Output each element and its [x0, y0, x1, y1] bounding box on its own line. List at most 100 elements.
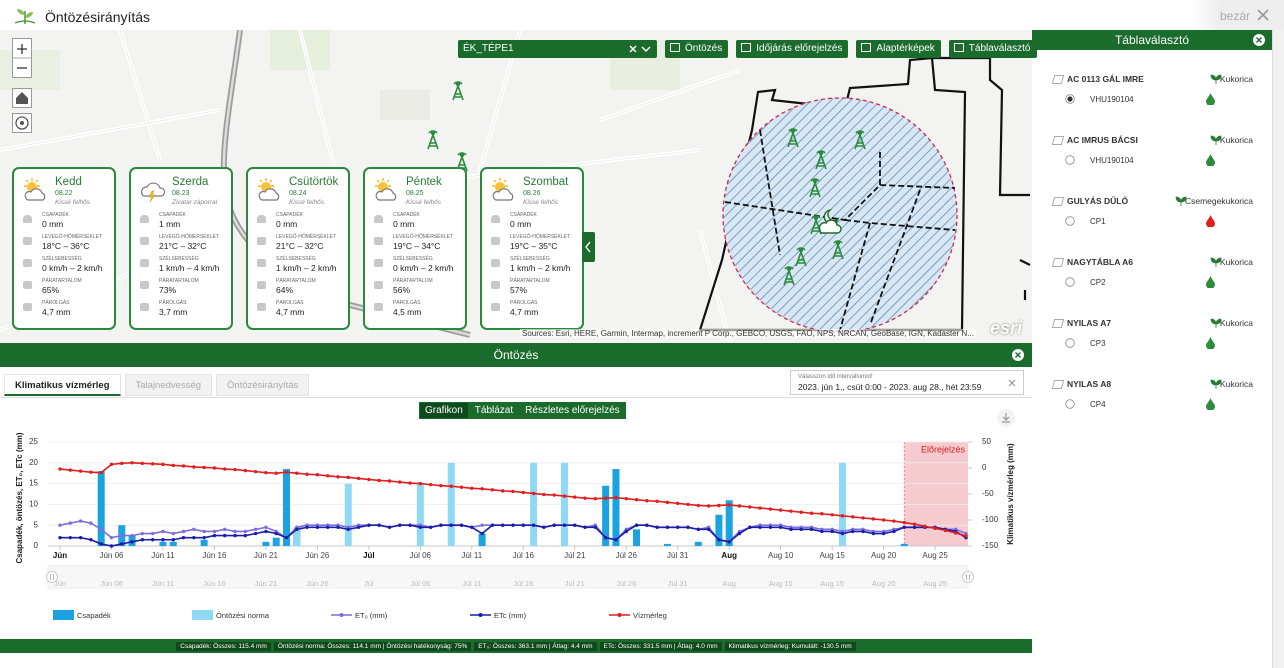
station-marker[interactable] — [832, 240, 844, 260]
point — [140, 531, 145, 536]
field-select[interactable]: ÉK_TÉPE1 — [458, 40, 657, 58]
station-marker[interactable] — [809, 178, 821, 198]
tab[interactable]: Klimatikus vízmérleg — [4, 374, 121, 396]
y2-tick-label: -100 — [982, 515, 999, 524]
station-marker[interactable] — [787, 128, 799, 148]
station-radio[interactable] — [1065, 155, 1075, 165]
field-row[interactable]: NAGYTÁBLA A6 Kukorica CP2 — [1032, 257, 1272, 307]
station-marker[interactable] — [456, 152, 468, 172]
point — [223, 467, 227, 471]
summary-item: Csapadék: Összes: 115.4 mm — [176, 641, 271, 651]
scrollbar[interactable] — [1272, 30, 1284, 668]
toolbar-button[interactable]: Táblaválasztó — [948, 40, 1037, 58]
station-marker[interactable] — [452, 81, 464, 101]
field-name: AC 0113 GÁL IMRE — [1067, 74, 1144, 84]
point — [356, 525, 361, 529]
legend-marker — [478, 613, 483, 617]
locate-button[interactable] — [12, 113, 32, 133]
point — [645, 499, 649, 503]
navigator-label: Júl — [364, 579, 374, 588]
navigator-label: Aug — [723, 579, 736, 588]
view-button[interactable]: Grafikon — [420, 403, 468, 418]
station-marker[interactable] — [783, 266, 795, 286]
station-radio[interactable] — [1065, 277, 1075, 287]
point — [223, 533, 227, 538]
point — [315, 525, 320, 529]
x-tick-label: Aug 25 — [922, 551, 948, 560]
navigator-label: Jún 26 — [306, 579, 329, 588]
interval-clear[interactable] — [1007, 378, 1017, 388]
point — [902, 520, 906, 525]
station-radio[interactable] — [1065, 94, 1075, 104]
station-radio[interactable] — [1065, 338, 1075, 348]
field-row[interactable]: NYILAS A7 Kukorica CP3 — [1032, 318, 1272, 368]
station-marker[interactable] — [854, 130, 866, 150]
point — [150, 462, 155, 466]
field-row[interactable]: AC 0113 GÁL IMRE Kukorica VHU190104 — [1032, 74, 1272, 124]
field-panel-close[interactable] — [1252, 33, 1266, 47]
y-tick-label: 0 — [34, 541, 39, 550]
tab[interactable]: Öntözésirányítás — [216, 374, 310, 396]
weather-day: Szerda — [172, 176, 209, 188]
navigator-label: Aug 25 — [923, 579, 947, 588]
weather-row-icon — [374, 215, 383, 223]
point — [171, 538, 175, 542]
x-tick-label: Jún 16 — [202, 551, 227, 560]
bar — [344, 483, 352, 546]
weather-label: CSAPADÉK — [276, 212, 303, 218]
toolbar-button[interactable]: Időjárás előrejelzés — [736, 40, 849, 58]
crop-name: Kukorica — [1219, 318, 1253, 328]
station-radio[interactable] — [1065, 399, 1075, 409]
point — [655, 525, 659, 529]
point — [284, 535, 289, 540]
crop-icon — [1175, 196, 1187, 206]
close-label: bezár — [1220, 9, 1251, 23]
navigator-grip — [966, 574, 970, 580]
map-logo: esri — [990, 318, 1023, 338]
marker-mast — [452, 81, 464, 101]
collapse-button[interactable] — [582, 232, 595, 262]
point — [377, 478, 381, 483]
view-button[interactable]: Táblázat — [474, 405, 514, 416]
station-radio[interactable] — [1065, 216, 1075, 226]
app-title: Öntözésirányítás — [45, 9, 151, 25]
view-button[interactable]: Részletes előrejelzés — [525, 405, 620, 416]
station-name: CP2 — [1090, 278, 1106, 287]
irrigation-close[interactable] — [1011, 348, 1025, 362]
marker-mast — [832, 240, 844, 260]
weather-label: LEVEGŐ-HŐMÉRSÉKLET — [159, 234, 220, 240]
point — [706, 504, 711, 508]
station-marker[interactable] — [815, 150, 827, 170]
close-button[interactable]: bezár — [1192, 0, 1284, 30]
irrigation-circle[interactable] — [722, 97, 958, 333]
station-marker[interactable] — [810, 215, 822, 235]
drop — [1206, 215, 1215, 227]
station-marker[interactable] — [427, 130, 439, 150]
button-icon — [741, 43, 752, 52]
point — [243, 529, 248, 534]
download-button[interactable] — [996, 408, 1016, 428]
home-button[interactable] — [12, 88, 32, 108]
point — [943, 528, 948, 533]
interval-picker[interactable]: Válasszon idő intervallumot! 2023. jún 1… — [790, 370, 1024, 395]
field-row[interactable]: AC IMRUS BÁCSI Kukorica VHU190104 — [1032, 135, 1272, 185]
point — [120, 533, 124, 538]
toolbar-button[interactable]: Öntözés — [665, 40, 729, 58]
field-row[interactable]: NYILAS A8 Kukorica CP4 — [1032, 379, 1272, 429]
cloud — [375, 188, 397, 201]
point — [480, 487, 484, 491]
point — [789, 509, 793, 513]
weather-value: 4,7 mm — [276, 307, 305, 317]
navigator-label: Jún 21 — [255, 579, 278, 588]
tab-divider — [0, 397, 1032, 398]
collapse-icon — [585, 241, 591, 253]
point — [212, 529, 217, 534]
point — [99, 470, 103, 475]
station-marker[interactable] — [795, 247, 807, 267]
weather-label: LEVEGŐ-HŐMÉRSÉKLET — [42, 234, 103, 240]
weather-label: LEVEGŐ-HŐMÉRSÉKLET — [510, 234, 571, 240]
field-row[interactable]: GULYÁS DŰLŐ Csemegekukorica CP1 — [1032, 196, 1272, 246]
toolbar-button[interactable]: Alaptérképek — [856, 40, 941, 58]
drop — [1206, 93, 1215, 105]
tab[interactable]: Talajnedvesség — [124, 374, 213, 396]
